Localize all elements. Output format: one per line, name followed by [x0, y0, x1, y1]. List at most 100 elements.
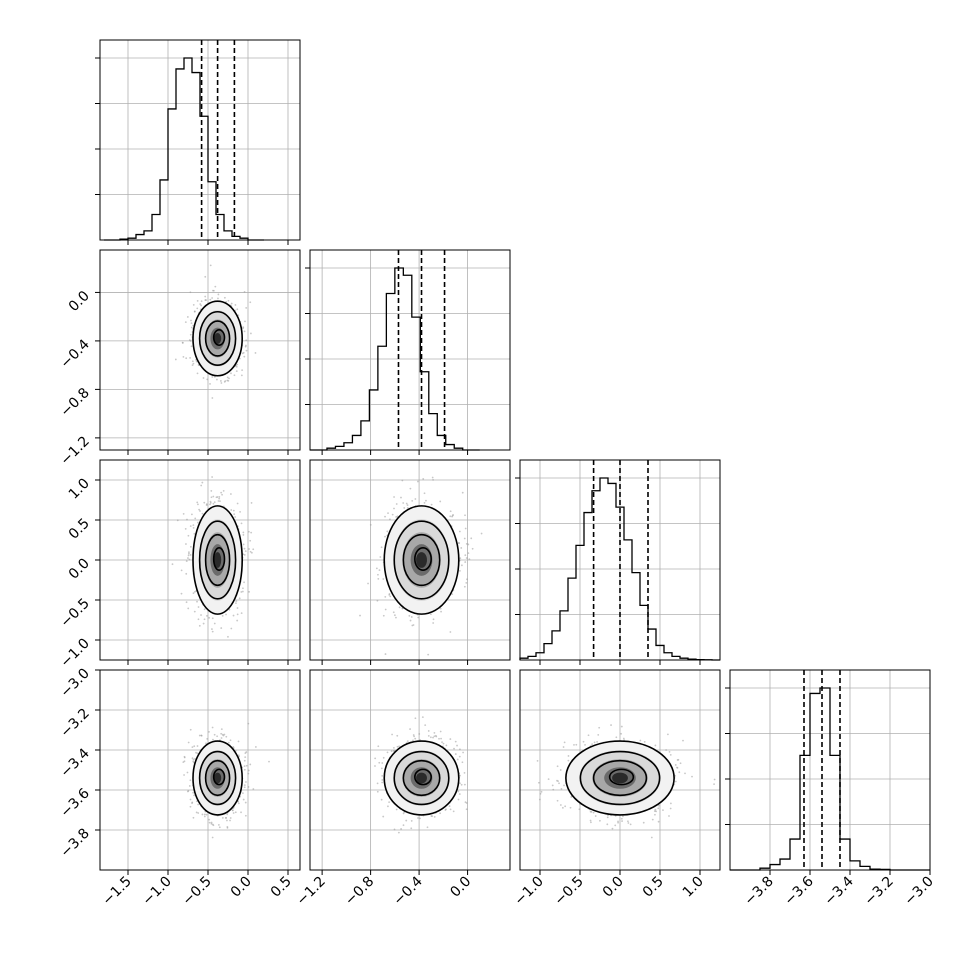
sample-point [186, 771, 189, 774]
sample-point [219, 500, 221, 503]
sample-point [236, 502, 239, 505]
sample-point [189, 525, 192, 528]
sample-point [558, 782, 560, 785]
sample-point [211, 630, 214, 633]
sample-point [190, 345, 193, 348]
sample-point [405, 502, 408, 505]
density-panel [99, 459, 301, 661]
sample-point [402, 824, 405, 827]
sample-point [662, 809, 664, 812]
sample-point [400, 496, 402, 499]
sample-point [405, 819, 408, 822]
sample-point [220, 732, 223, 735]
sample-point [438, 737, 440, 740]
x-tick-label: −1.0 [511, 874, 546, 909]
sample-point [238, 597, 241, 600]
sample-point [196, 752, 199, 755]
sample-point [567, 755, 570, 757]
sample-point [213, 622, 216, 625]
sample-point [650, 836, 653, 839]
sample-point [235, 602, 237, 605]
panel-frame [99, 249, 301, 451]
density-fill [214, 772, 222, 784]
sample-point [590, 821, 592, 824]
sample-point [460, 547, 463, 549]
sample-point [204, 295, 207, 298]
sample-point [388, 801, 391, 804]
sample-point [216, 496, 219, 498]
sample-point [208, 818, 211, 821]
sample-point [195, 811, 198, 814]
sample-point [196, 372, 199, 375]
panel-content [310, 460, 510, 660]
sample-point [439, 730, 442, 733]
panel-content [100, 670, 300, 870]
sample-point [191, 364, 194, 367]
sample-point [406, 506, 409, 509]
sample-point [186, 518, 188, 521]
sample-point [191, 802, 193, 805]
sample-point [439, 607, 442, 610]
sample-point [556, 799, 559, 802]
sample-point [414, 717, 417, 720]
sample-point [429, 736, 432, 739]
sample-point [176, 519, 179, 522]
sample-point [245, 349, 248, 352]
sample-point [465, 808, 468, 811]
sample-point [211, 376, 214, 378]
sample-point [225, 613, 227, 616]
sample-point [224, 380, 227, 382]
sample-point [225, 300, 228, 303]
panel-frame [309, 669, 511, 871]
sample-point [412, 734, 415, 736]
sample-point [187, 534, 190, 537]
sample-point [245, 339, 248, 342]
sample-point [192, 758, 195, 761]
sample-point [552, 788, 555, 791]
sample-point [391, 733, 393, 736]
sample-point [453, 747, 455, 750]
sample-point [617, 821, 619, 824]
sample-point [232, 509, 235, 512]
sample-point [452, 810, 455, 813]
sample-point [210, 490, 213, 492]
x-tick-label: 0.5 [640, 874, 667, 901]
contour-line [383, 505, 460, 615]
sample-point [432, 478, 434, 481]
sample-point [440, 737, 442, 740]
sample-point [467, 543, 470, 546]
sample-point [539, 792, 542, 795]
sample-point [211, 617, 214, 620]
density-fill [214, 333, 222, 344]
sample-point [211, 836, 214, 839]
sample-point [376, 782, 379, 785]
sample-point [467, 552, 470, 555]
sample-point [242, 587, 244, 590]
contour-line [565, 740, 675, 816]
sample-point [563, 741, 566, 744]
sample-point [575, 743, 578, 746]
sample-point [551, 784, 554, 787]
sample-point [189, 357, 191, 359]
sample-point [386, 530, 389, 533]
sample-point [245, 307, 248, 309]
sample-point [406, 740, 409, 743]
sample-point [242, 531, 245, 534]
sample-point [185, 543, 187, 545]
sample-point [669, 753, 672, 756]
sample-point [431, 476, 434, 479]
panel-content [310, 670, 510, 870]
sample-point [234, 516, 237, 518]
sample-point [192, 816, 195, 819]
sample-point [229, 817, 232, 819]
sample-point [451, 593, 454, 596]
sample-point [210, 821, 213, 824]
sample-point [380, 798, 383, 801]
sample-point [209, 501, 212, 504]
sample-point [464, 801, 467, 804]
x-tick-label: −0.5 [179, 874, 214, 909]
sample-point [243, 291, 246, 293]
sample-point [376, 599, 379, 602]
sample-point [181, 341, 184, 344]
sample-point [409, 487, 412, 490]
